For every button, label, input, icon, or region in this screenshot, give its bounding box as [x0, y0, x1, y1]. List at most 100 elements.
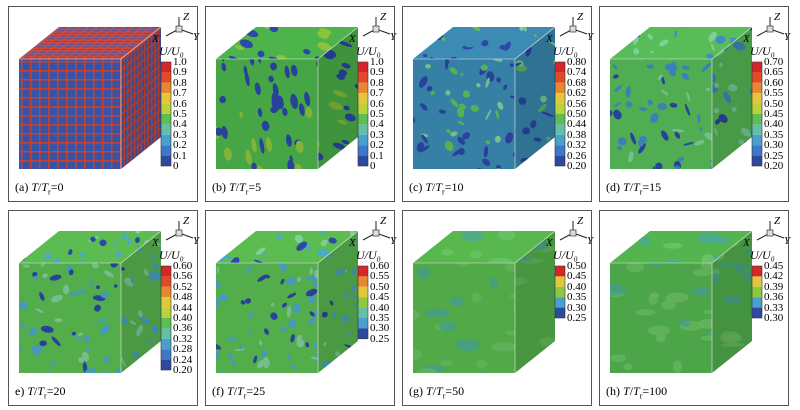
colorbar-tick-label: 0.40 — [764, 118, 784, 131]
axis-triad-icon — [756, 17, 785, 37]
caption-var2: T — [239, 179, 246, 194]
caption-sub: r — [245, 187, 249, 196]
colorbar-tick-label: 0.30 — [764, 312, 784, 324]
axis-y-label: Y — [587, 31, 594, 43]
cube-field-plot — [413, 221, 588, 373]
caption-sep: / — [38, 179, 42, 194]
colorbar-segment — [555, 266, 565, 277]
cube-side-face — [515, 27, 555, 169]
colorbar-tick-label: 0.5 — [173, 108, 187, 120]
panel-caption: (g) T/Tr=50 — [409, 384, 464, 400]
axis-triad-icon — [559, 17, 588, 37]
colorbar-quantity-label: U/U₀ — [356, 248, 381, 262]
colorbar-tick-label: 0.2 — [173, 139, 187, 152]
colorbar-tick-label: 0.45 — [370, 291, 390, 304]
panel-f: Z X Y U/U₀ 0.60 0.55 0.50 0.45 0.40 0.35 0.30 0.25 (… — [205, 210, 396, 406]
colorbar-segment — [161, 155, 171, 166]
colorbar-segment — [555, 145, 565, 156]
colorbar-segment — [161, 338, 171, 350]
colorbar-tick-label: 0.32 — [567, 139, 587, 152]
caption-var2: T — [436, 383, 443, 398]
axis-triad-icon — [559, 221, 588, 241]
colorbar-tick-label: 0.3 — [370, 128, 384, 141]
caption-var2: T — [237, 383, 244, 398]
colorbar-tick-label: 0.40 — [567, 280, 587, 293]
colorbar-tick-label: 0.62 — [567, 87, 587, 100]
colorbar-tick-label: 0 — [173, 160, 179, 172]
colorbar-segment — [358, 93, 368, 104]
colorbar-tick-label: 0.1 — [173, 149, 187, 162]
colorbar-tick-label: 0.25 — [567, 312, 587, 324]
colorbar-tick-label: 0.55 — [764, 87, 784, 100]
cube-front-face — [610, 263, 712, 373]
colorbar-segment — [752, 145, 762, 156]
colorbar-segment — [358, 103, 368, 114]
axis-z-label: Z — [577, 215, 584, 227]
colorbar-quantity-label: U/U₀ — [750, 248, 775, 262]
colorbar-segment — [358, 114, 368, 125]
colorbar-tick-label: 0.32 — [173, 332, 193, 345]
cube-front-face — [19, 59, 121, 169]
caption-prefix: (b) — [212, 179, 229, 194]
colorbar-segment — [161, 307, 171, 318]
caption-sep: / — [629, 383, 634, 398]
caption-sub: r — [48, 187, 51, 196]
caption-var2: T — [633, 383, 640, 398]
caption-value: =15 — [642, 179, 662, 194]
cube-field-plot — [216, 17, 391, 169]
panel-a: Z X Y U/U₀ 1.0 0.9 0.8 0.7 0.6 0.5 0.4 0.3 0.2 0.1 0 (a… — [8, 6, 199, 202]
axis-triad-icon — [756, 221, 785, 241]
axis-z-label: Z — [774, 215, 781, 227]
axis-y-label: Y — [390, 31, 397, 43]
colorbar-segment — [161, 318, 171, 329]
caption-var: T — [27, 383, 35, 398]
colorbar-tick-label: 0.65 — [764, 66, 784, 79]
axis-y-label: Y — [587, 235, 594, 247]
axis-y-label: Y — [193, 235, 200, 247]
caption-sep: / — [432, 383, 437, 398]
colorbar-tick-label: 0.25 — [370, 332, 390, 345]
colorbar-segment — [555, 155, 565, 166]
colorbar-tick-label: 0.35 — [370, 312, 390, 324]
colorbar-segment — [555, 114, 565, 125]
colorbar-segment — [161, 72, 171, 83]
colorbar-segment — [161, 103, 171, 114]
axis-x-label: X — [152, 237, 159, 249]
axis-triad-icon — [362, 221, 391, 241]
colorbar-tick-label: 0.45 — [567, 270, 587, 283]
colorbar-quantity-label: U/U₀ — [750, 44, 775, 58]
panel-caption: (f) T/Tr=25 — [212, 384, 265, 400]
cube-field-plot — [216, 221, 391, 373]
colorbar-segment — [161, 124, 171, 135]
colorbar-tick-label: 0.60 — [173, 260, 193, 272]
caption-prefix: (a) — [15, 179, 32, 194]
caption-prefix: e) — [15, 383, 28, 398]
colorbar-segment — [358, 318, 368, 329]
colorbar-segment — [752, 276, 762, 287]
caption-sep: / — [233, 383, 238, 398]
caption-prefix: (h) — [606, 383, 623, 398]
colorbar-tick-label: 0.3 — [173, 128, 187, 141]
caption-value: =100 — [642, 383, 668, 398]
cube-side-face — [712, 231, 752, 373]
colorbar-tick-label: 0.30 — [370, 322, 390, 335]
caption-sep: / — [432, 179, 436, 194]
colorbar-tick-label: 0.74 — [567, 66, 587, 79]
colorbar-segment — [555, 93, 565, 104]
colorbar-tick-label: 0.56 — [173, 270, 193, 283]
colorbar-segment — [161, 328, 171, 339]
colorbar-quantity-label: U/U₀ — [553, 44, 578, 58]
axis-triad-icon — [165, 17, 194, 37]
colorbar-tick-label: 0.35 — [764, 128, 784, 141]
colorbar-segment — [358, 155, 368, 166]
colorbar-tick-label: 0.6 — [370, 97, 384, 110]
colorbar-tick-label: 0.80 — [567, 56, 587, 68]
cube-field-plot — [413, 17, 588, 169]
colorbar-tick-label: 0.48 — [173, 291, 193, 304]
colorbar-tick-label: 0.36 — [764, 291, 784, 304]
colorbar-segment — [358, 145, 368, 156]
colorbar-tick-label: 0.5 — [370, 108, 384, 120]
colorbar-segment — [752, 124, 762, 135]
caption-var2: T — [37, 383, 45, 398]
colorbar-tick-label: 0.7 — [173, 87, 187, 100]
